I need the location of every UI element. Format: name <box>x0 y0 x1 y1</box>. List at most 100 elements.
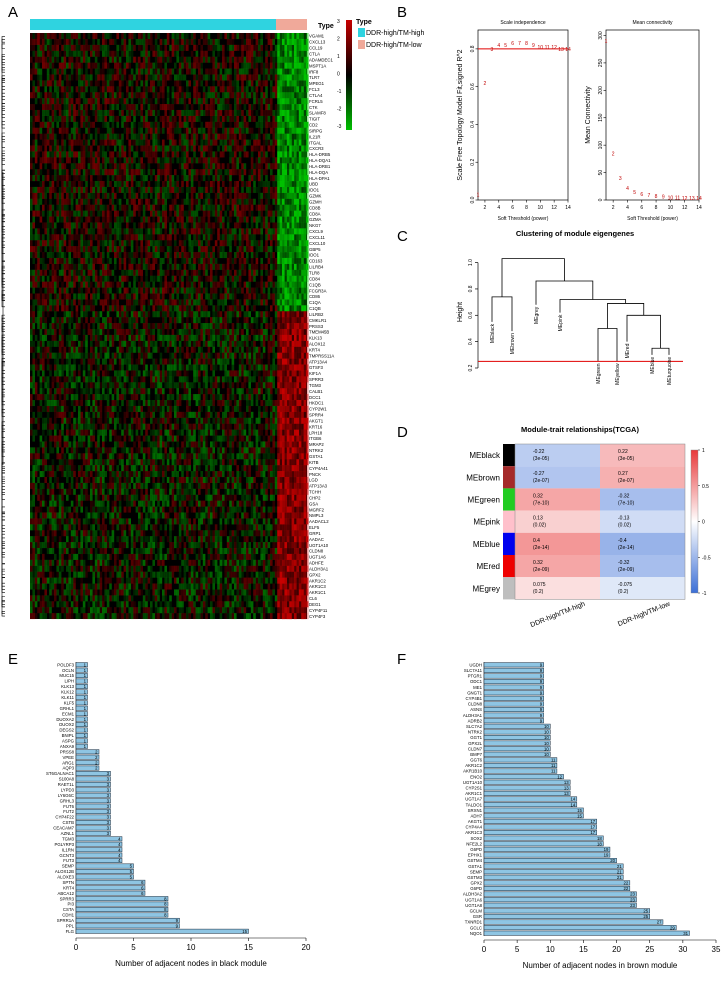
heatmap-cell <box>200 311 203 318</box>
heatmap-cell <box>73 163 76 170</box>
heatmap-cell <box>291 98 295 105</box>
heatmap-cell <box>150 323 153 330</box>
heatmap-cell <box>226 240 230 247</box>
heatmap-cell <box>188 92 191 99</box>
heatmap-cell <box>234 68 237 75</box>
heatmap-cell <box>68 198 71 205</box>
heatmap-cell <box>246 246 249 253</box>
heatmap-cell <box>186 323 189 330</box>
heatmap-cell <box>104 192 107 199</box>
heatmap-cell <box>181 151 184 158</box>
heatmap-cell <box>130 228 134 235</box>
heatmap-cell <box>154 74 158 81</box>
heatmap-cell <box>195 169 199 176</box>
heatmap-cell <box>186 139 189 146</box>
heatmap-cell <box>198 115 201 122</box>
heatmap-cell <box>279 121 283 128</box>
heatmap-cell <box>46 127 50 134</box>
heatmap-cell <box>298 98 302 105</box>
heatmap-cell <box>102 204 105 211</box>
heatmap-cell <box>207 275 211 282</box>
heatmap-cell <box>34 240 38 247</box>
heatmap-cell <box>63 240 67 247</box>
heatmap-cell <box>126 133 129 140</box>
heatmap-cell <box>106 257 110 264</box>
heatmap-cell <box>306 68 309 75</box>
heatmap-cell <box>229 275 232 282</box>
heatmap-cell <box>154 98 158 105</box>
heatmap-cell <box>51 234 55 241</box>
heatmap-cell <box>258 151 261 158</box>
heatmap-cell <box>73 234 76 241</box>
heatmap-cell <box>255 68 259 75</box>
heatmap-cell <box>224 323 227 330</box>
heatmap-cell <box>37 305 40 312</box>
heatmap-cell <box>82 80 86 87</box>
heatmap-cell <box>126 234 129 241</box>
heatmap-cell <box>284 180 287 188</box>
heatmap-cell <box>298 216 302 223</box>
heatmap-cell <box>61 334 64 341</box>
heatmap-cell <box>92 198 95 205</box>
heatmap-cell <box>133 186 136 193</box>
heatmap-cell <box>205 252 208 259</box>
heatmap-cell <box>267 293 271 300</box>
heatmap-cell <box>116 216 119 223</box>
heatmap-cell <box>229 198 232 205</box>
heatmap-cell <box>114 50 117 57</box>
heatmap-cell <box>104 169 107 176</box>
heatmap-cell <box>70 281 74 288</box>
heatmap-cell <box>34 192 38 199</box>
heatmap-cell <box>30 340 33 347</box>
heatmap-cell <box>193 109 196 117</box>
heatmap-cell <box>68 133 71 140</box>
heatmap-cell <box>80 275 83 282</box>
heatmap-cell <box>210 246 213 253</box>
heatmap-cell <box>241 74 244 81</box>
heatmap-cell <box>58 340 62 347</box>
heatmap-cell <box>68 210 71 217</box>
heatmap-cell <box>301 305 304 312</box>
heatmap-cell <box>97 68 100 75</box>
heatmap-cell <box>291 323 295 330</box>
heatmap-cell <box>174 334 177 341</box>
heatmap-cell <box>152 234 155 241</box>
heatmap-cell <box>140 157 143 164</box>
heatmap-cell <box>176 86 179 93</box>
heatmap-cell <box>205 186 208 193</box>
heatmap-cell <box>284 121 287 128</box>
heatmap-cell <box>274 228 278 235</box>
heatmap-cell <box>226 281 230 288</box>
heatmap-cell <box>87 240 91 247</box>
heatmap-cell <box>169 169 172 176</box>
heatmap-cell <box>176 252 179 259</box>
heatmap-cell <box>277 299 280 306</box>
heatmap-cell <box>176 246 179 253</box>
heatmap-cell <box>118 157 122 164</box>
heatmap-cell <box>162 56 165 63</box>
heatmap-cell <box>30 56 33 63</box>
heatmap-cell <box>82 169 86 176</box>
heatmap-cell <box>301 86 304 93</box>
heatmap-cell <box>157 62 160 69</box>
heatmap-cell <box>217 216 220 223</box>
heatmap-cell <box>222 340 225 347</box>
heatmap-cell <box>296 222 299 229</box>
heatmap-cell <box>303 50 307 57</box>
heatmap-cell <box>258 74 261 81</box>
heatmap-cell <box>140 50 143 57</box>
heatmap-cell <box>56 246 59 253</box>
heatmap-cell <box>219 299 223 306</box>
heatmap-cell <box>202 163 206 170</box>
heatmap-cell <box>224 62 227 69</box>
heatmap-cell <box>286 287 290 294</box>
heatmap-cell <box>97 192 100 199</box>
heatmap-cell <box>289 305 292 312</box>
heatmap-cell <box>85 192 88 199</box>
heatmap-cell <box>32 121 35 128</box>
heatmap-cell <box>58 299 62 306</box>
heatmap-cell <box>44 317 47 324</box>
heatmap-cell <box>207 246 211 253</box>
heatmap-cell <box>51 157 55 164</box>
heatmap-cell <box>260 311 263 318</box>
